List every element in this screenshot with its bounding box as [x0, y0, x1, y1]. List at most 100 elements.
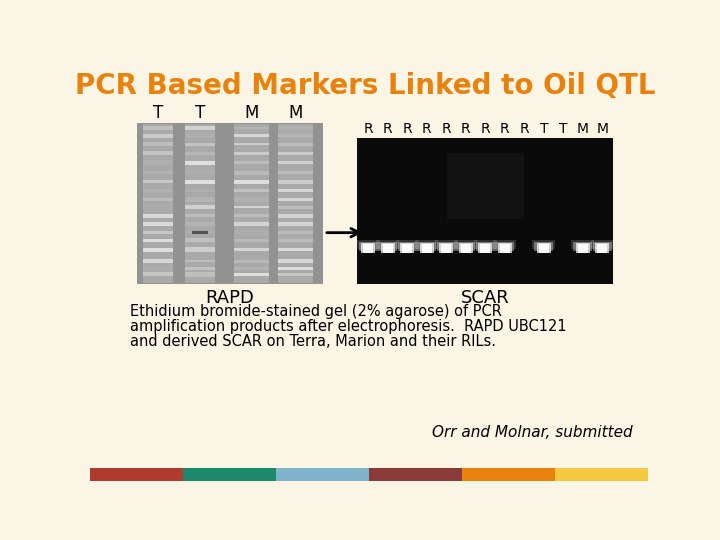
Bar	[234, 206, 269, 208]
Text: Ethidium bromide-stained gel (2% agarose) of PCR: Ethidium bromide-stained gel (2% agarose…	[130, 303, 502, 319]
Bar	[400, 244, 414, 253]
Text: M: M	[288, 104, 302, 122]
Bar	[234, 152, 269, 154]
Bar	[185, 180, 215, 184]
Bar	[143, 214, 173, 218]
Bar	[143, 180, 173, 183]
Bar	[363, 244, 373, 253]
Bar	[381, 244, 395, 253]
Bar	[185, 238, 215, 242]
Text: R: R	[383, 122, 392, 136]
Bar	[143, 205, 173, 210]
Bar	[278, 222, 312, 226]
Bar	[278, 152, 312, 154]
Text: R: R	[402, 122, 412, 136]
Text: SCAR: SCAR	[461, 289, 510, 307]
Bar	[278, 239, 312, 242]
Bar	[571, 240, 595, 249]
Bar	[357, 138, 613, 284]
Bar	[234, 214, 269, 217]
Text: R: R	[461, 122, 471, 136]
Bar	[539, 244, 549, 253]
Bar	[379, 242, 397, 251]
Bar	[447, 153, 523, 219]
Bar	[441, 244, 451, 253]
Bar	[143, 239, 173, 242]
Bar	[361, 244, 375, 253]
Bar	[234, 171, 269, 174]
Bar	[437, 242, 456, 251]
Bar	[185, 214, 215, 217]
Bar	[185, 160, 215, 165]
Bar	[597, 244, 607, 253]
Bar	[234, 248, 269, 251]
Bar	[234, 239, 269, 241]
Bar	[456, 242, 475, 251]
Bar	[234, 222, 269, 226]
Bar	[420, 244, 433, 253]
Bar	[474, 240, 497, 249]
Bar	[495, 242, 514, 251]
Bar	[143, 267, 173, 271]
Bar	[185, 124, 215, 283]
Bar	[278, 259, 312, 264]
Bar	[278, 273, 312, 276]
Text: and derived SCAR on Terra, Marion and their RILs.: and derived SCAR on Terra, Marion and th…	[130, 334, 496, 349]
Bar	[185, 272, 215, 276]
Bar	[422, 244, 432, 253]
Bar	[185, 152, 215, 155]
Bar	[595, 244, 609, 253]
Text: Orr and Molnar, submitted: Orr and Molnar, submitted	[432, 426, 632, 440]
Bar	[278, 248, 312, 252]
Bar	[534, 242, 553, 251]
Text: T: T	[559, 122, 567, 136]
Bar	[278, 231, 312, 234]
Text: RAPD: RAPD	[205, 289, 254, 307]
Bar	[234, 189, 269, 192]
Bar	[398, 242, 417, 251]
Text: R: R	[441, 122, 451, 136]
Text: amplification products after electrophoresis.  RAPD UBC121: amplification products after electrophor…	[130, 319, 567, 334]
Bar	[143, 124, 173, 283]
Bar	[234, 180, 269, 184]
Bar	[476, 242, 495, 251]
Bar	[143, 151, 173, 156]
Bar	[278, 189, 312, 192]
Bar	[234, 161, 269, 164]
Bar	[359, 242, 377, 251]
Bar	[143, 222, 173, 226]
Text: PCR Based Markers Linked to Oil QTL: PCR Based Markers Linked to Oil QTL	[75, 72, 655, 100]
Bar	[185, 247, 215, 252]
Bar	[185, 231, 215, 234]
Bar	[143, 143, 173, 146]
Bar	[185, 143, 215, 146]
Bar	[276, 468, 369, 481]
Bar	[234, 231, 269, 234]
Bar	[278, 180, 312, 184]
Text: R: R	[500, 122, 510, 136]
Bar	[143, 160, 173, 165]
Bar	[137, 123, 323, 284]
Bar	[185, 171, 215, 175]
Bar	[137, 123, 323, 284]
Bar	[143, 189, 173, 192]
Bar	[278, 124, 312, 283]
Bar	[356, 240, 380, 249]
Bar	[395, 240, 419, 249]
Bar	[480, 244, 490, 253]
Text: M: M	[244, 104, 258, 122]
Bar	[478, 244, 492, 253]
Bar	[376, 240, 400, 249]
Bar	[555, 468, 648, 481]
Bar	[278, 126, 312, 130]
Bar	[576, 244, 590, 253]
Bar	[573, 242, 592, 251]
Bar	[185, 133, 215, 138]
Text: R: R	[364, 122, 373, 136]
Bar	[143, 231, 173, 234]
Bar	[143, 272, 173, 276]
Bar	[185, 222, 215, 226]
Bar	[537, 244, 551, 253]
Bar	[402, 244, 413, 253]
Text: R: R	[422, 122, 431, 136]
